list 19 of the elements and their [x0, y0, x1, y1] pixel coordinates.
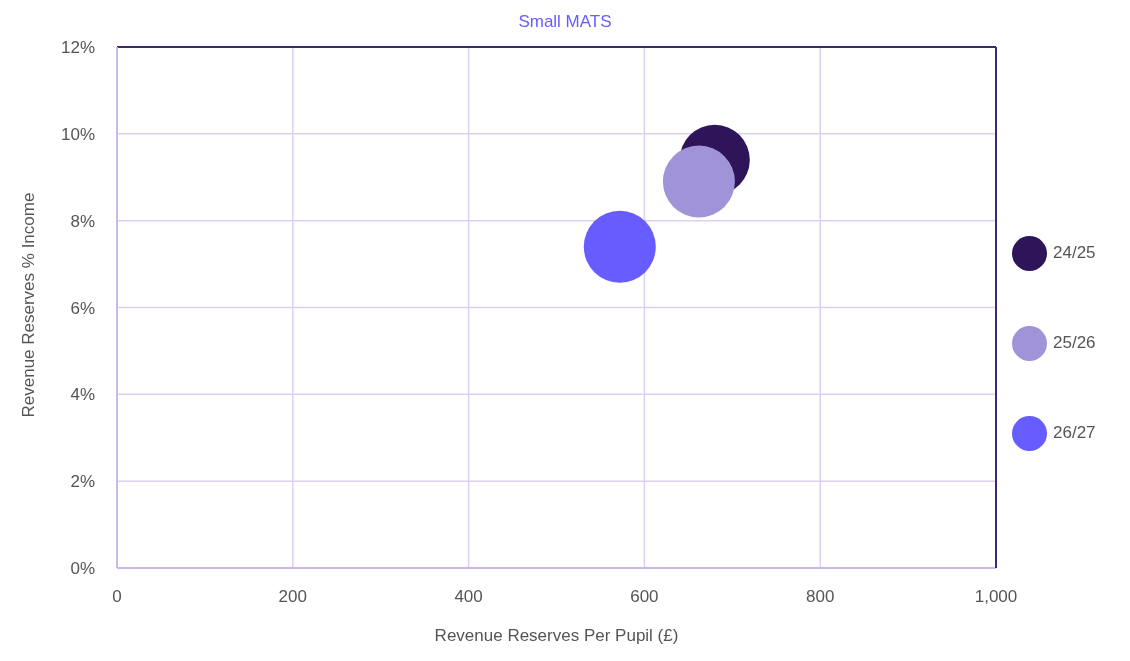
x-tick-label: 0	[112, 587, 122, 607]
x-axis-title: Revenue Reserves Per Pupil (£)	[434, 626, 679, 645]
x-tick-label: 200	[278, 587, 307, 607]
legend-label: 24/25	[1053, 243, 1096, 263]
y-tick-label: 2%	[70, 472, 95, 492]
legend-label: 26/27	[1053, 423, 1096, 443]
y-tick-label: 12%	[60, 38, 95, 58]
y-tick-label: 0%	[70, 559, 95, 579]
x-tick-label: 600	[630, 587, 659, 607]
y-tick-label: 4%	[70, 385, 95, 405]
x-tick-label: 400	[454, 587, 483, 607]
chart-title: Small MATS	[517, 12, 613, 32]
y-axis-title: Revenue Reserves % Income	[19, 192, 39, 418]
x-tick-label: 800	[806, 587, 835, 607]
y-tick-label: 6%	[70, 298, 95, 318]
legend-label: 25/26	[1053, 333, 1096, 353]
x-tick-label: 1,000	[974, 587, 1018, 607]
y-tick-label: 10%	[60, 124, 95, 144]
y-tick-label: 8%	[70, 211, 95, 231]
